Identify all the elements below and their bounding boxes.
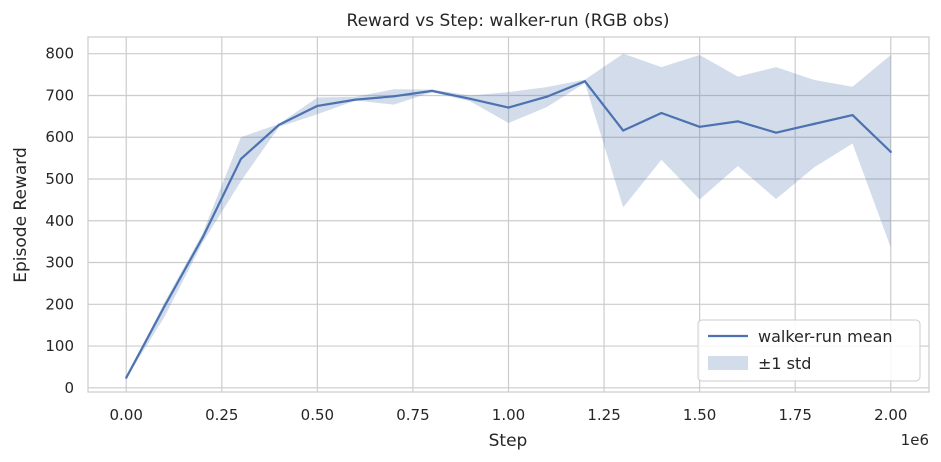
mean-point: [660, 111, 663, 115]
x-tick-label: 0.25: [205, 406, 238, 424]
mean-point: [622, 129, 625, 132]
x-tick-label: 1.00: [492, 406, 525, 424]
y-tick-label: 800: [45, 45, 74, 63]
mean-point: [851, 114, 854, 117]
legend-band-label: ±1 std: [758, 354, 811, 373]
y-tick-label: 700: [45, 86, 74, 104]
x-axis-label: Step: [489, 431, 528, 451]
legend: walker-run mean ±1 std: [697, 319, 921, 382]
y-tick-label: 500: [45, 170, 74, 188]
mean-point: [698, 125, 701, 128]
mean-point: [774, 131, 778, 134]
y-axis-label: Episode Reward: [11, 147, 31, 282]
x-offset-label: 1e6: [901, 431, 929, 449]
mean-point: [239, 157, 243, 161]
mean-point: [889, 150, 892, 153]
legend-box: [697, 319, 921, 382]
mean-point: [430, 89, 434, 92]
mean-point: [278, 123, 281, 126]
mean-point: [469, 97, 472, 100]
mean-point: [545, 95, 548, 98]
legend-band-swatch: [708, 356, 748, 370]
mean-point: [316, 104, 319, 108]
x-tick-labels: 0.00 0.25 0.50 0.75 1.00 1.25 1.50 1.75 2.00: [110, 406, 908, 424]
mean-line-layer: [125, 80, 892, 379]
y-tick-label: 300: [45, 254, 74, 272]
y-tick-label: 600: [45, 128, 74, 146]
x-tick-label: 0.00: [110, 406, 143, 424]
mean-point: [813, 122, 816, 125]
std-band: [126, 53, 891, 379]
mean-point: [163, 305, 166, 308]
chart-title: Reward vs Step: walker-run (RGB obs): [347, 11, 670, 31]
x-tick-label: 1.25: [587, 406, 620, 424]
x-tick-label: 0.50: [301, 406, 334, 424]
mean-point: [125, 376, 128, 379]
mean-point: [354, 98, 357, 101]
plot-frame: [87, 36, 930, 393]
x-tick-label: 1.50: [683, 406, 716, 424]
y-tick-label: 400: [45, 212, 74, 230]
y-tick-label: 100: [45, 337, 74, 355]
x-tick-label: 1.75: [779, 406, 812, 424]
mean-point: [201, 236, 204, 239]
x-tick-label: 0.75: [396, 406, 429, 424]
legend-series-label: walker-run mean: [758, 327, 893, 346]
mean-point: [507, 106, 510, 109]
y-tick-label: 0: [64, 379, 74, 397]
x-tick-label: 2.00: [874, 406, 907, 424]
grid: [88, 37, 929, 392]
mean-point: [583, 80, 587, 83]
y-tick-label: 200: [45, 295, 74, 313]
std-band-layer: [126, 53, 891, 379]
mean-point: [392, 95, 395, 98]
y-tick-labels: 0 100 200 300 400 500 600 700 800: [45, 45, 74, 397]
mean-point: [736, 120, 739, 123]
